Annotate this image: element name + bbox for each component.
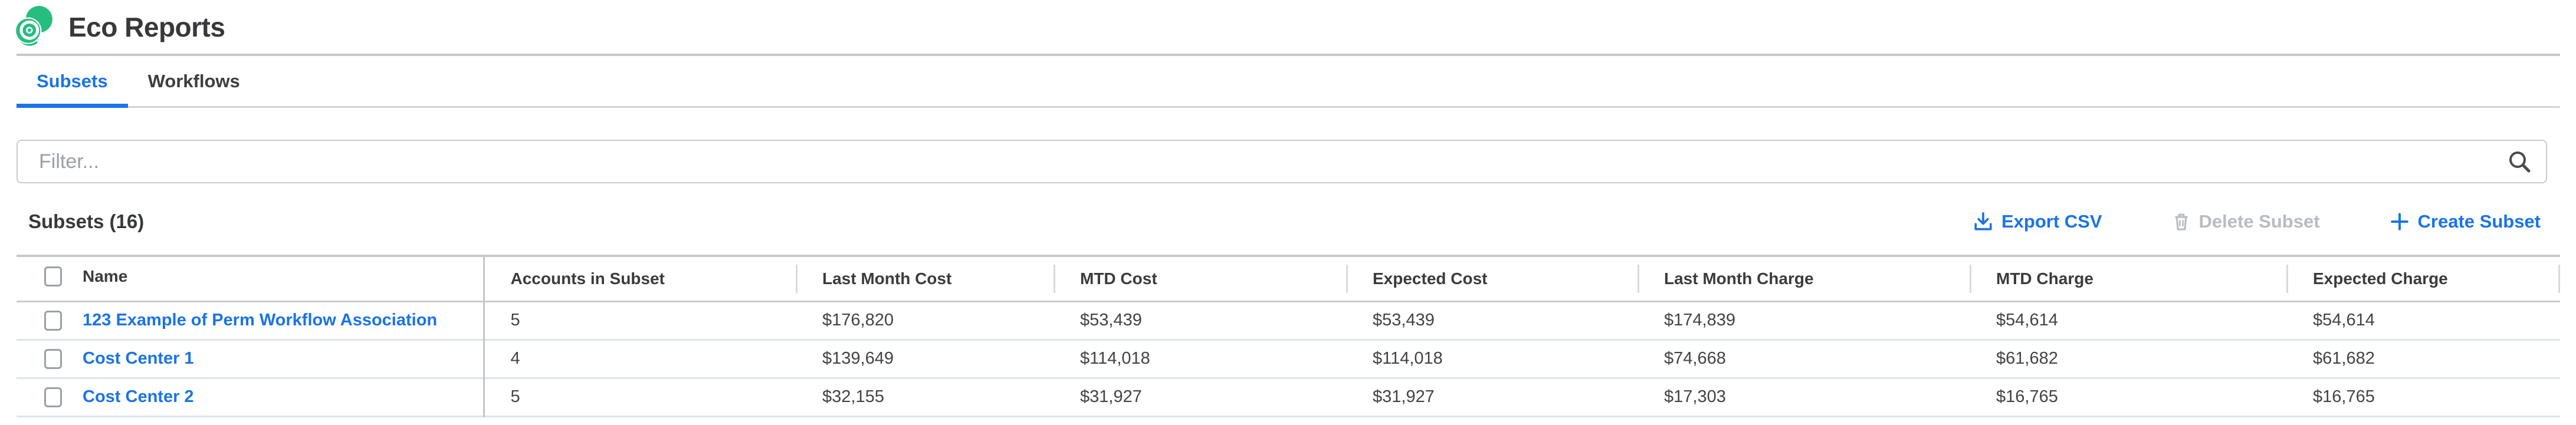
column-header-name[interactable]: Name [17,256,484,301]
tab-subsets[interactable]: Subsets [17,56,128,108]
cell-mtd-charge: $54,614 [1996,311,2058,330]
cell-mtd-cost: $114,018 [1080,349,1150,368]
cell-last-month-cost: $139,649 [822,349,894,368]
cell-last-month-charge: $74,668 [1664,349,1726,368]
cell-expected-charge: $61,682 [2313,349,2375,368]
cell-expected-cost: $53,439 [1373,311,1435,330]
cell-expected-charge: $54,614 [2313,311,2375,330]
column-header-name-label: Name [83,267,128,286]
cell-accounts: 5 [483,301,796,340]
create-subset-label: Create Subset [2417,211,2541,232]
cell-accounts: 4 [483,340,796,378]
header-divider [17,54,2560,56]
column-header-mtd-cost[interactable]: MTD Cost [1054,256,1347,301]
tab-workflows[interactable]: Workflows [147,70,240,91]
row-checkbox[interactable] [44,348,62,369]
cell-last-month-charge: $17,303 [1664,387,1726,406]
plus-icon [2390,213,2408,230]
filter-bar [17,140,2547,183]
cell-accounts: 5 [483,378,796,416]
trash-icon [2175,213,2187,230]
section-title: Subsets (16) [28,210,145,232]
column-header-last-month-cost[interactable]: Last Month Cost [796,256,1054,301]
cell-mtd-charge: $16,765 [1996,387,2058,406]
subset-link[interactable]: 123 Example of Perm Workflow Association [83,311,438,330]
toolbar: Subsets (16) Export CSV Delete Subset Cr [28,210,2541,233]
column-header-accounts[interactable]: Accounts in Subset [483,256,796,301]
cell-expected-cost: $31,927 [1373,387,1435,406]
column-header-expected-cost[interactable]: Expected Cost [1346,256,1638,301]
tab-bar: Subsets Workflows [17,56,2560,108]
cell-mtd-charge: $61,682 [1996,349,2058,368]
cell-last-month-cost: $176,820 [822,311,894,330]
filter-input[interactable] [17,140,2547,183]
subset-link[interactable]: Cost Center 1 [83,349,194,368]
row-checkbox[interactable] [44,310,62,331]
table-header-row: Name Accounts in Subset Last Month Cost … [17,256,2560,301]
table-row: Cost Center 2 5 $32,155 $31,927 $31,927 … [17,378,2560,416]
search-icon[interactable] [2507,149,2532,174]
download-icon [1974,212,1992,230]
cell-mtd-cost: $53,439 [1080,311,1142,330]
table-row: Cost Center 1 4 $139,649 $114,018 $114,0… [17,340,2560,378]
delete-subset-button[interactable]: Delete Subset [2172,211,2320,232]
row-checkbox[interactable] [44,387,62,407]
cell-last-month-cost: $32,155 [822,387,884,406]
cell-expected-cost: $114,018 [1373,349,1443,368]
create-subset-button[interactable]: Create Subset [2390,211,2541,232]
cell-expected-charge: $16,765 [2313,387,2375,406]
export-csv-button[interactable]: Export CSV [1973,211,2102,232]
subsets-table: Name Accounts in Subset Last Month Cost … [17,255,2560,417]
select-all-checkbox[interactable] [44,266,62,287]
toolbar-actions: Export CSV Delete Subset Create Subset [1973,211,2541,232]
table-row: 123 Example of Perm Workflow Association… [17,301,2560,340]
export-csv-label: Export CSV [2001,211,2102,232]
subset-link[interactable]: Cost Center 2 [83,387,194,406]
column-header-last-month-charge[interactable]: Last Month Charge [1638,256,1970,301]
column-header-mtd-charge[interactable]: MTD Charge [1970,256,2287,301]
page-title: Eco Reports [68,11,225,42]
app-header: Eco Reports [0,0,2576,54]
delete-subset-label: Delete Subset [2198,211,2320,232]
cell-mtd-cost: $31,927 [1080,387,1142,406]
app-logo-icon [15,5,52,46]
cell-last-month-charge: $174,839 [1664,311,1735,330]
column-header-expected-charge[interactable]: Expected Charge [2286,256,2560,301]
